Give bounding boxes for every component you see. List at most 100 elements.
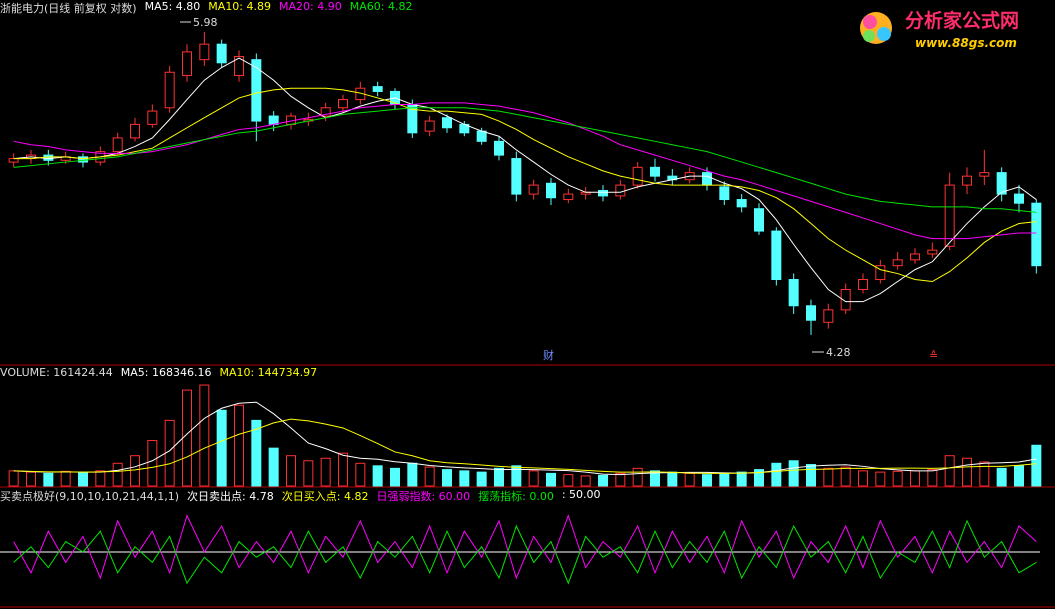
volume-bar [372,465,383,487]
candle-body [528,184,539,195]
legend-entry: 日强弱指数: 60.00 [376,490,471,503]
candle-body [199,43,210,61]
volume-bar [112,462,123,487]
logo-petal [863,15,877,29]
volume-bar [216,409,227,487]
volume-bar [910,470,920,487]
low-annotation: 4.28 [826,346,851,359]
legend-entry: 次日卖出点: 4.78 [187,490,274,503]
volume-bar [823,467,834,487]
volume-bar [840,466,851,487]
high-annotation: 5.98 [193,16,218,29]
candle-body [736,199,747,208]
volume-bar [754,469,764,487]
candle-body [182,51,192,76]
legend-entry: MA10: 4.89 [208,0,272,13]
volume-bar [979,461,990,487]
volume-bar [996,467,1007,487]
candle-body [1014,193,1024,204]
candle-body [996,172,1007,195]
volume-bar [8,470,19,487]
candle-body [858,279,868,291]
candle-body [511,158,522,195]
volume-bar [494,467,504,487]
volume-title: VOLUME: 161424.44 [0,366,113,379]
legend-entry: MA5: 4.80 [144,0,201,13]
volume-bar [684,472,695,487]
indicator-legend: 买卖点极好(9,10,10,10,21,44,1,1) 次日卖出点: 4.78 次… [0,488,601,504]
candle-body [927,249,938,255]
volume-bar [320,457,331,487]
candle-body [615,184,626,197]
finance-marker: 财 [543,348,554,362]
logo-petal [877,27,891,41]
volume-bar [892,470,903,487]
indicator-line [13,401,1037,476]
legend-entry: 次日买入点: 4.82 [281,490,369,503]
watermark: 分析家公式网 www.88gs.com [860,9,1019,50]
volume-bar [788,460,799,487]
volume-bar [199,384,210,487]
volume-bar [650,470,660,487]
candle-body [719,186,730,201]
volume-bar [511,465,522,487]
candle-body [944,184,955,247]
volume-bar [615,472,626,487]
volume-bar [78,472,88,487]
candle-body [806,305,816,321]
legend-entry: MA60: 4.82 [349,0,413,13]
candle-body [338,99,348,109]
indicator-line [13,57,1037,303]
volume-bar [632,467,643,487]
volume-bar [944,455,955,487]
candle-body [424,120,435,132]
legend-entry: MA5: 168346.16 [120,366,212,379]
volume-legend: VOLUME: 161424.44 MA5: 168346.16 MA10: 14… [0,366,317,379]
volume-bar [875,471,886,487]
volume-bar [130,455,140,487]
candle-body [840,289,851,311]
volume-bar [667,471,678,487]
volume-bar [95,470,106,487]
volume-bar [234,404,244,487]
volume-bar [442,469,452,487]
candle-body [563,193,574,201]
price-legend: 浙能电力(日线 前复权 对数) MA5: 4.80 MA10: 4.89 MA20:… [0,0,412,16]
volume-bar [563,474,574,487]
volume-bar [1014,465,1024,487]
volume-bar [546,472,556,487]
watermark-url: www.88gs.com [915,36,1017,50]
volume-bar [182,389,192,487]
candle-body [216,43,227,64]
volume-bar [26,471,36,487]
candle-body [8,158,19,163]
volume-bar [719,472,730,487]
candle-body [754,208,764,232]
indicator-line [13,87,1037,283]
volume-bar [771,462,782,487]
volume-bar [476,471,487,487]
indicator-line [13,418,1037,474]
volume-bar [338,452,348,487]
indicator-line [13,519,1037,585]
indicator-line [13,107,1037,213]
volume-bar [43,472,54,487]
volume-bar [268,447,279,487]
volume-bar [927,469,938,487]
candle-body [1031,202,1042,267]
candle-body [320,107,331,117]
logo-petal [863,30,875,42]
event-marker: ≙ [929,349,938,362]
candle-body [476,130,487,142]
candle-body [372,86,383,92]
candle-body [771,230,782,281]
legend-entry: : 50.00 [561,488,601,501]
candle-body [962,175,972,186]
candle-body [875,265,886,281]
legend-entry: MA10: 144734.97 [219,366,318,379]
candle-body [494,140,504,156]
volume-bar [736,471,747,487]
price-title: 浙能电力(日线 前复权 对数) [0,2,137,15]
